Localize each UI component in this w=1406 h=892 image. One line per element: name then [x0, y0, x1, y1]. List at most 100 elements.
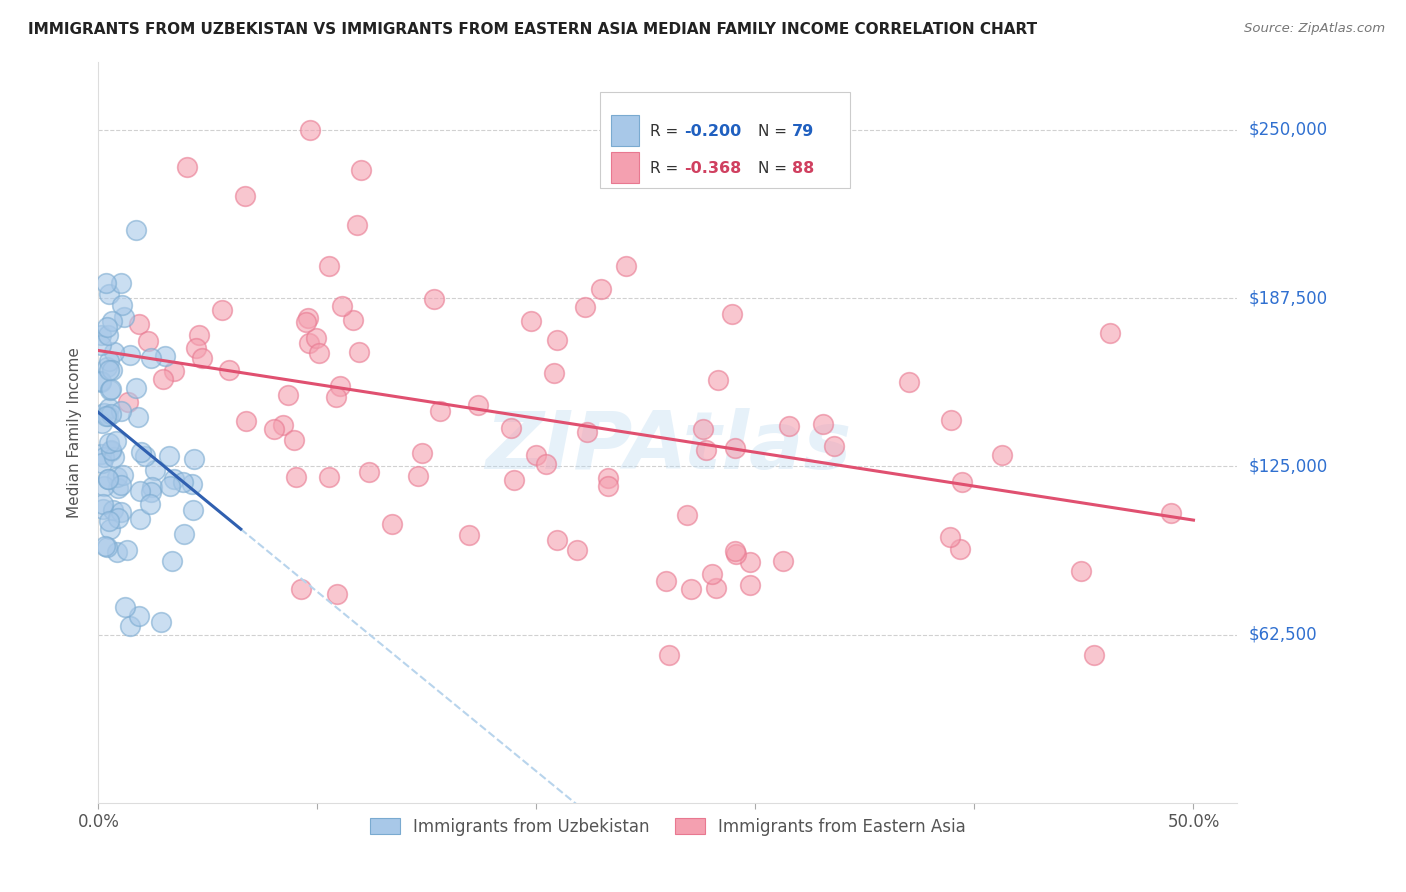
Point — [172, 475, 194, 489]
Point — [127, 409, 149, 424]
Point — [897, 375, 920, 389]
Point — [90, 328, 112, 343]
Point — [191, 351, 214, 365]
Point — [720, 307, 742, 321]
Point — [90, 375, 112, 389]
Text: IMMIGRANTS FROM UZBEKISTAN VS IMMIGRANTS FROM EASTERN ASIA MEDIAN FAMILY INCOME : IMMIGRANTS FROM UZBEKISTAN VS IMMIGRANTS… — [28, 22, 1038, 37]
Point — [235, 414, 257, 428]
Point — [290, 582, 312, 596]
Point — [111, 297, 134, 311]
Y-axis label: Median Family Income: Median Family Income — [67, 347, 83, 518]
Point — [598, 471, 620, 485]
Point — [318, 260, 340, 274]
Point — [991, 449, 1014, 463]
Point — [284, 470, 307, 484]
Text: $250,000: $250,000 — [1249, 120, 1327, 139]
Point — [98, 287, 121, 301]
Point — [93, 450, 115, 464]
Point — [128, 318, 150, 332]
Point — [181, 503, 204, 517]
Point — [811, 417, 834, 432]
Point — [107, 470, 129, 484]
Point — [749, 169, 772, 183]
Point — [342, 313, 364, 327]
Point — [575, 425, 598, 439]
Point — [100, 444, 122, 458]
Bar — [612, 152, 640, 183]
Point — [183, 451, 205, 466]
Point — [740, 578, 762, 592]
Point — [163, 364, 186, 378]
Point — [277, 387, 299, 401]
Point — [103, 344, 125, 359]
Point — [93, 406, 115, 420]
Legend: Immigrants from Uzbekistan, Immigrants from Eastern Asia: Immigrants from Uzbekistan, Immigrants f… — [363, 811, 973, 843]
Point — [98, 363, 121, 377]
Point — [91, 456, 114, 470]
Point — [112, 310, 135, 324]
Point — [692, 422, 714, 436]
Point — [90, 416, 112, 430]
Point — [423, 292, 446, 306]
Point — [298, 335, 321, 350]
Point — [94, 540, 117, 554]
Point — [346, 218, 368, 232]
Text: $62,500: $62,500 — [1249, 625, 1317, 643]
Point — [96, 319, 118, 334]
Point — [658, 648, 681, 662]
Point — [157, 450, 180, 464]
Point — [350, 163, 373, 178]
Point — [105, 434, 128, 449]
Point — [499, 421, 522, 435]
Point — [125, 381, 148, 395]
Point — [159, 478, 181, 492]
Point — [139, 351, 162, 366]
Point — [520, 314, 543, 328]
Point — [139, 484, 162, 499]
Point — [502, 473, 524, 487]
Point — [1099, 326, 1122, 341]
Point — [128, 608, 150, 623]
Text: -0.368: -0.368 — [683, 161, 741, 176]
Point — [129, 444, 152, 458]
Point — [546, 333, 568, 347]
Text: R =: R = — [650, 161, 683, 176]
Point — [325, 390, 347, 404]
Point — [574, 300, 596, 314]
Point — [534, 458, 557, 472]
Point — [111, 468, 134, 483]
Point — [211, 303, 233, 318]
Point — [118, 619, 141, 633]
Text: 79: 79 — [792, 124, 814, 139]
Point — [94, 409, 117, 424]
Text: N =: N = — [758, 124, 792, 139]
Point — [98, 522, 121, 536]
Point — [950, 475, 973, 490]
Point — [110, 505, 132, 519]
Point — [134, 450, 156, 464]
Point — [98, 384, 121, 398]
Point — [117, 395, 139, 409]
Point — [704, 581, 727, 595]
Point — [1070, 564, 1092, 578]
Point — [679, 582, 702, 596]
Point — [1083, 648, 1105, 662]
Point — [218, 363, 240, 377]
Point — [589, 282, 612, 296]
Point — [160, 554, 183, 568]
Point — [326, 587, 349, 601]
Point — [823, 439, 845, 453]
Point — [97, 409, 120, 423]
Point — [152, 372, 174, 386]
Point — [318, 470, 340, 484]
Point — [233, 188, 256, 202]
Point — [283, 434, 305, 448]
Point — [271, 417, 294, 432]
Point — [143, 463, 166, 477]
Point — [107, 511, 129, 525]
Bar — [612, 115, 640, 146]
Point — [1160, 506, 1182, 520]
Point — [139, 497, 162, 511]
Point — [778, 418, 800, 433]
Point — [740, 555, 762, 569]
